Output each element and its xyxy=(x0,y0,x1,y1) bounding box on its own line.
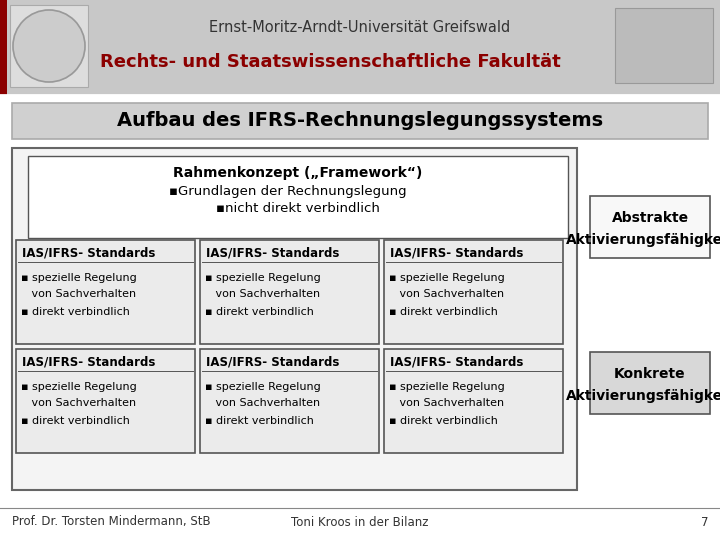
Bar xyxy=(16,349,195,453)
Text: IAS/IFRS- Standards: IAS/IFRS- Standards xyxy=(206,355,339,368)
Text: Aktivierungsfähigkeit: Aktivierungsfähigkeit xyxy=(566,389,720,403)
Bar xyxy=(384,240,563,344)
Text: ▪ direkt verbindlich: ▪ direkt verbindlich xyxy=(21,307,130,317)
Bar xyxy=(28,156,568,238)
Text: IAS/IFRS- Standards: IAS/IFRS- Standards xyxy=(22,246,156,260)
Bar xyxy=(384,349,563,453)
Text: Toni Kroos in der Bilanz: Toni Kroos in der Bilanz xyxy=(292,516,428,529)
Text: ▪ direkt verbindlich: ▪ direkt verbindlich xyxy=(389,307,498,317)
Text: von Sachverhalten: von Sachverhalten xyxy=(389,398,504,408)
Bar xyxy=(0,0,720,95)
Text: ▪ spezielle Regelung: ▪ spezielle Regelung xyxy=(389,273,505,283)
Text: ▪nicht direkt verbindlich: ▪nicht direkt verbindlich xyxy=(216,201,380,214)
Text: Ernst-Moritz-Arndt-Universität Greifswald: Ernst-Moritz-Arndt-Universität Greifswal… xyxy=(210,21,510,36)
Text: IAS/IFRS- Standards: IAS/IFRS- Standards xyxy=(390,355,523,368)
Bar xyxy=(615,8,713,83)
Bar xyxy=(590,352,710,414)
Text: Rechts- und Staatswissenschaftliche Fakultät: Rechts- und Staatswissenschaftliche Faku… xyxy=(99,53,560,71)
Text: ▪ direkt verbindlich: ▪ direkt verbindlich xyxy=(389,416,498,426)
Text: ▪ direkt verbindlich: ▪ direkt verbindlich xyxy=(205,416,314,426)
Text: IAS/IFRS- Standards: IAS/IFRS- Standards xyxy=(390,246,523,260)
Text: 7: 7 xyxy=(701,516,708,529)
Text: von Sachverhalten: von Sachverhalten xyxy=(205,289,320,299)
Text: Prof. Dr. Torsten Mindermann, StB: Prof. Dr. Torsten Mindermann, StB xyxy=(12,516,211,529)
Text: IAS/IFRS- Standards: IAS/IFRS- Standards xyxy=(22,355,156,368)
Text: Konkrete: Konkrete xyxy=(614,367,686,381)
Text: Rahmenkonzept („Framework“): Rahmenkonzept („Framework“) xyxy=(174,166,423,180)
Text: von Sachverhalten: von Sachverhalten xyxy=(205,398,320,408)
Bar xyxy=(0,0,7,95)
Text: ▪ spezielle Regelung: ▪ spezielle Regelung xyxy=(21,273,137,283)
Text: ▪ spezielle Regelung: ▪ spezielle Regelung xyxy=(21,382,137,392)
Bar xyxy=(12,148,577,490)
Text: ▪ spezielle Regelung: ▪ spezielle Regelung xyxy=(205,382,320,392)
Text: von Sachverhalten: von Sachverhalten xyxy=(21,398,136,408)
Text: IAS/IFRS- Standards: IAS/IFRS- Standards xyxy=(206,246,339,260)
Text: ▪ spezielle Regelung: ▪ spezielle Regelung xyxy=(205,273,320,283)
Bar xyxy=(10,5,88,87)
Text: von Sachverhalten: von Sachverhalten xyxy=(389,289,504,299)
Text: ▪Grundlagen der Rechnungslegung: ▪Grundlagen der Rechnungslegung xyxy=(169,185,407,198)
Text: ▪ direkt verbindlich: ▪ direkt verbindlich xyxy=(205,307,314,317)
Circle shape xyxy=(13,10,85,82)
Text: ▪ direkt verbindlich: ▪ direkt verbindlich xyxy=(21,416,130,426)
Bar xyxy=(12,103,708,139)
Text: Aktivierungsfähigkeit: Aktivierungsfähigkeit xyxy=(566,233,720,247)
Text: Abstrakte: Abstrakte xyxy=(611,211,688,225)
Bar xyxy=(16,240,195,344)
Text: von Sachverhalten: von Sachverhalten xyxy=(21,289,136,299)
Bar xyxy=(200,240,379,344)
Text: Aufbau des IFRS-Rechnungslegungssystems: Aufbau des IFRS-Rechnungslegungssystems xyxy=(117,111,603,131)
Bar xyxy=(200,349,379,453)
Text: ▪ spezielle Regelung: ▪ spezielle Regelung xyxy=(389,382,505,392)
Bar xyxy=(590,196,710,258)
